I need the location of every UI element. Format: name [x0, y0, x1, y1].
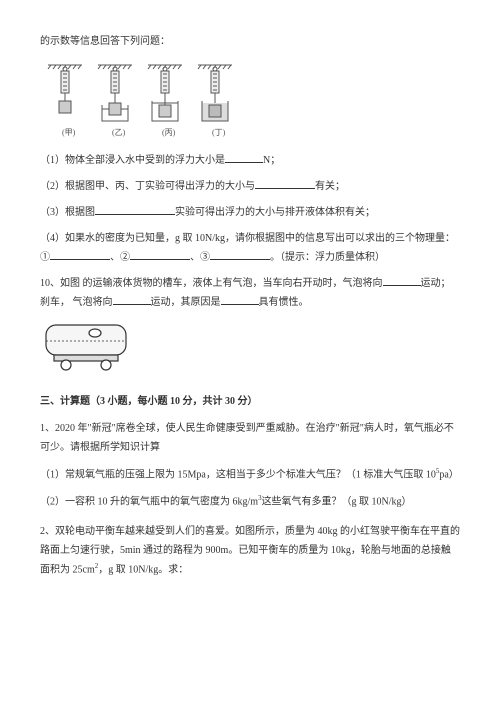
p1-sub1-b: pa）: [439, 469, 458, 480]
q4-blank-2: [130, 248, 190, 260]
intro-text: 的示数等信息回答下列问题：: [40, 32, 460, 51]
q2-text-a: （2）根据图甲、丙、丁实验可得出浮力的大小与: [40, 181, 255, 192]
q10-text-c: 气泡将向: [73, 297, 113, 308]
q1-blank: [225, 151, 263, 163]
q1-text-a: （1）物体全部浸入水中受到的浮力大小是: [40, 155, 225, 166]
tanker-figure: [40, 319, 460, 378]
q10-blank-2: [113, 293, 151, 305]
question-3: （3）根据图 实验可得出浮力的大小与排开液体体积有关；: [40, 203, 460, 222]
q4-text-a: （4）如果水的密度为已知量，g 取 10N/kg，请你根据图中的信息写出可以求出…: [40, 233, 455, 244]
q4-text-d: 、③: [190, 252, 210, 263]
p1-sub2-a: （2）一容积 10 升的氧气瓶中的氧气密度为 6kg/m: [40, 497, 258, 508]
question-2: （2）根据图甲、丙、丁实验可得出浮力的大小与 有关；: [40, 177, 460, 196]
q3-blank: [95, 203, 175, 215]
fig-label-4: (丁): [212, 128, 226, 137]
question-1: （1）物体全部浸入水中受到的浮力大小是 N；: [40, 151, 460, 170]
p2-b: ，g 取 10N/kg。求：: [98, 564, 188, 575]
q2-text-b: 有关；: [315, 181, 345, 192]
q4-text-e: 。（提示：浮力质量体积）: [270, 252, 385, 263]
q4-blank-3: [210, 248, 270, 260]
q1-text-b: N；: [263, 155, 280, 166]
q4-blank-1: [50, 248, 110, 260]
question-4: （4）如果水的密度为已知量，g 取 10N/kg，请你根据图中的信息写出可以求出…: [40, 229, 460, 267]
fig-label-1: (甲): [62, 128, 76, 137]
q10-blank-3: [221, 293, 259, 305]
section-3-title: 三、计算题（3 小题，每小题 10 分，共计 30 分）: [40, 392, 460, 411]
problem-1-stem: 1、2020 年"新冠"席卷全球，使人民生命健康受到严重威胁。在治疗"新冠"病人…: [40, 419, 460, 457]
q4-text-b: ①: [40, 252, 50, 263]
q10-blank-1: [383, 274, 421, 286]
fig-label-3: (丙): [162, 128, 176, 137]
spring-scale-figure: (甲) (乙) (丙) (丁): [40, 61, 460, 139]
fig-label-2: (乙): [112, 128, 126, 137]
q3-text-b: 实验可得出浮力的大小与排开液体体积有关；: [175, 207, 375, 218]
q10-text-d: 运动，其原因是: [151, 297, 221, 308]
q3-text-a: （3）根据图: [40, 207, 95, 218]
q10-text-e: 具有惯性。: [259, 297, 309, 308]
q4-text-c: 、②: [110, 252, 130, 263]
problem-1-sub1: （1）常规氧气瓶的压强上限为 15Mpa，这相当于多少个标准大气压？（1 标准大…: [40, 465, 460, 484]
q10-text-a: 10、如图 的运输液体货物的槽车，液体上有气泡，当车向右开动时，气泡将向: [40, 278, 383, 289]
problem-1-sub2: （2）一容积 10 升的氧气瓶中的氧气密度为 6kg/m3这些氧气有多重？（g …: [40, 492, 460, 511]
p1-sub2-b: 这些氧气有多重？（g 取 10N/kg）: [262, 497, 412, 508]
question-10: 10、如图 的运输液体货物的槽车，液体上有气泡，当车向右开动时，气泡将向运动；刹…: [40, 274, 460, 312]
problem-2: 2、双轮电动平衡车越来越受到人们的喜爱。如图所示，质量为 40kg 的小红驾驶平…: [40, 522, 460, 579]
p1-sub1-a: （1）常规氧气瓶的压强上限为 15Mpa，这相当于多少个标准大气压？（1 标准大…: [40, 469, 436, 480]
q2-blank: [255, 177, 315, 189]
